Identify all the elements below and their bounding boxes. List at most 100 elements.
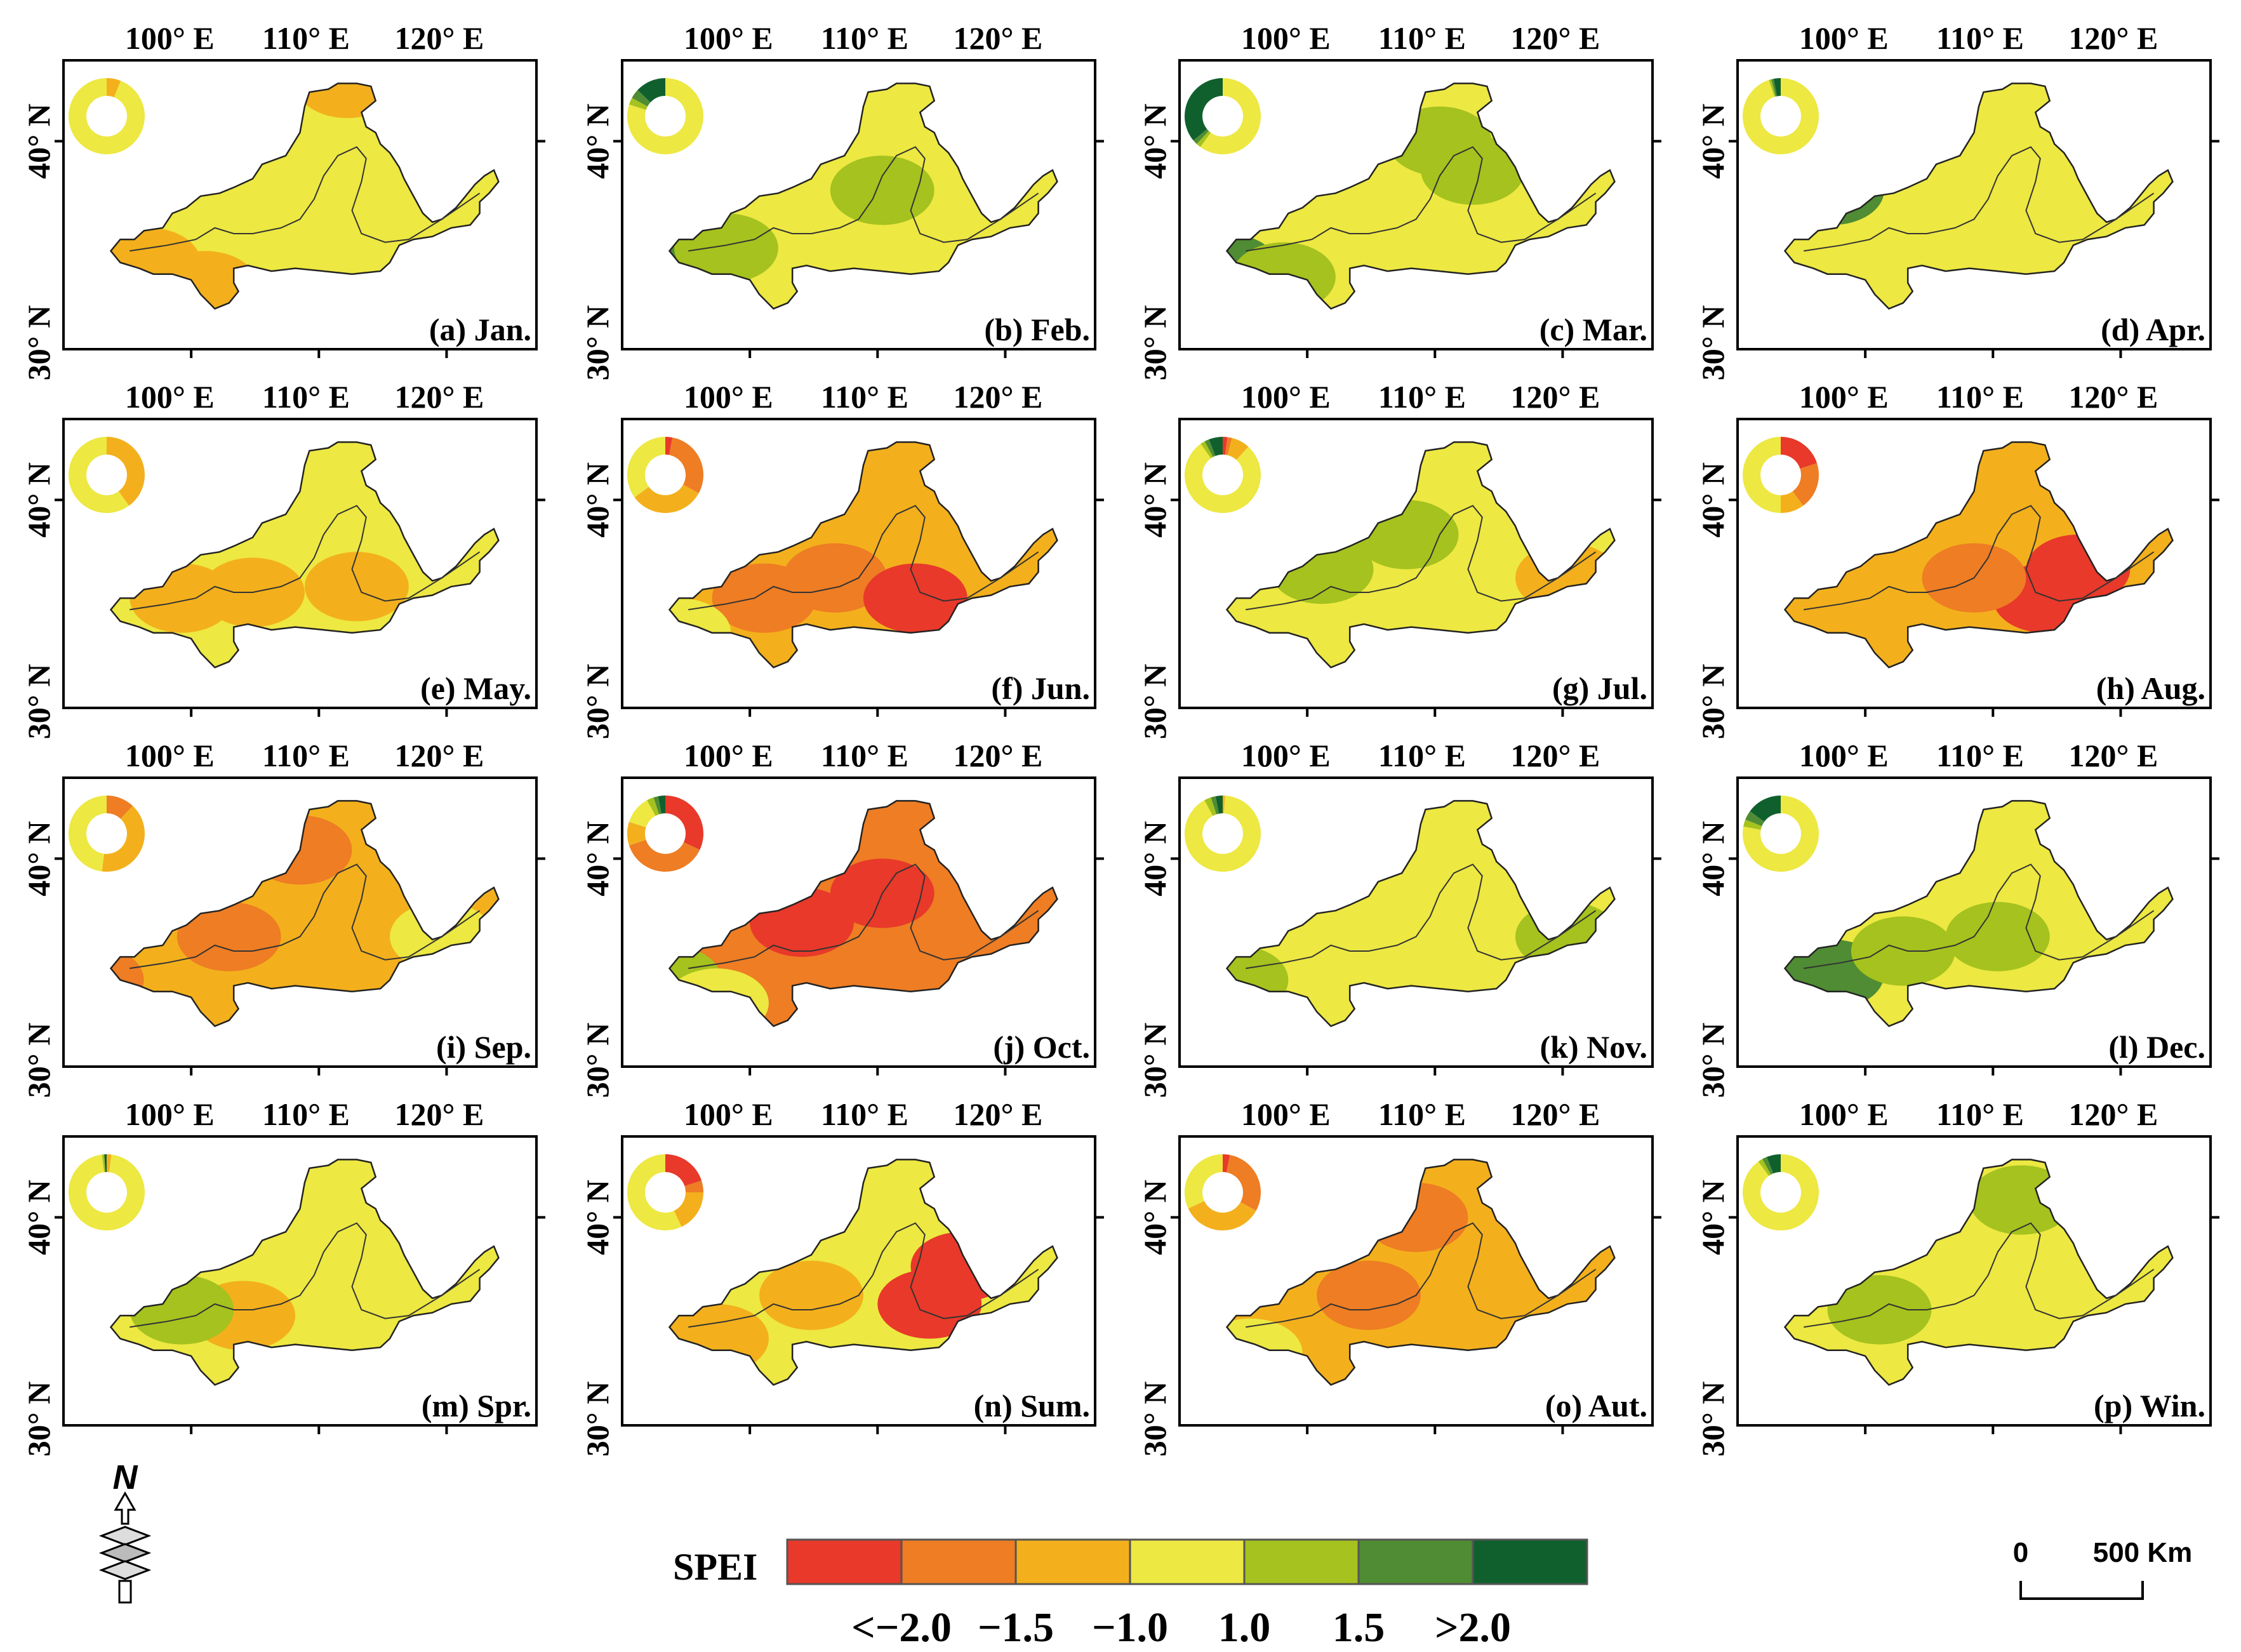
donut-slice-moderate: [1227, 437, 1249, 460]
lat-label: 40° N: [1137, 821, 1173, 896]
lon-label: 120° E: [2069, 1096, 2158, 1132]
donut-slice-normal: [627, 78, 704, 155]
yellow-river-line: [688, 146, 1039, 252]
donut-slice-extreme: [665, 1154, 702, 1187]
donut-slice-severe_wet: [1745, 811, 1765, 827]
donut-slice-extreme_wet: [1215, 796, 1223, 814]
basin-outline: [1783, 441, 2174, 669]
donut-slice-normal: [627, 1154, 682, 1230]
panel-label: (c) Mar.: [1539, 312, 1647, 347]
panel-label: (m) Spr.: [422, 1388, 531, 1423]
yellow-river-line: [1804, 146, 2155, 252]
map-panel: 100° E 110° E 120° E 40° N 30° N (c) Mar.: [1137, 20, 1661, 380]
lat-label: 30° N: [1695, 305, 1731, 381]
lat-label: 30° N: [580, 664, 615, 740]
basin-outline: [1225, 800, 1616, 1027]
basin-outline: [109, 1159, 500, 1386]
anomaly-patches: [130, 1275, 296, 1350]
donut-slice-moderate_wet: [1196, 131, 1211, 147]
lon-label: 100° E: [684, 20, 773, 56]
lat-label: 30° N: [580, 1023, 615, 1098]
legend-title: SPEI: [673, 1546, 757, 1588]
lon-label: 100° E: [1799, 379, 1889, 415]
lon-label: 110° E: [1378, 738, 1466, 773]
donut-slice-normal: [1742, 1154, 1819, 1231]
map-panel: 100° E 110° E 120° E 40° N 30° N (h) Aug.: [1695, 379, 2219, 739]
basin-outline: [668, 83, 1058, 310]
lon-label: 100° E: [1241, 738, 1331, 773]
donut-slice-normal: [1184, 1154, 1223, 1209]
lon-label: 120° E: [1511, 738, 1600, 773]
donut-slice-severe_wet: [653, 796, 662, 815]
donut-slice-severe: [107, 796, 133, 819]
basin-outline: [668, 441, 1058, 669]
donut-slice-severe_wet: [632, 90, 651, 107]
panel-label: (g) Jul.: [1552, 670, 1647, 706]
yellow-river-line: [688, 505, 1039, 611]
legend-tick-label: 1.0: [1218, 1604, 1271, 1651]
donut-slice-moderate: [107, 78, 121, 98]
basin-outline: [1783, 800, 2174, 1027]
donut-slice-moderate: [102, 806, 145, 872]
proportion-donut: [1742, 1154, 1819, 1231]
lon-label: 100° E: [1799, 1096, 1889, 1132]
proportion-donut: [69, 1154, 145, 1231]
yellow-river-line: [1804, 863, 2155, 969]
lat-label: 40° N: [580, 462, 615, 538]
lon-label: 110° E: [821, 379, 908, 415]
lat-label: 30° N: [1137, 1382, 1173, 1457]
scale-zero: 0: [2013, 1537, 2028, 1568]
lon-label: 120° E: [395, 379, 484, 415]
north-arrow-icon: N: [98, 1458, 152, 1604]
basin-fill: [1227, 1159, 1615, 1385]
lon-label: 110° E: [1936, 1096, 2024, 1132]
donut-slice-normal: [69, 796, 107, 872]
legend-tick-label: <−2.0: [851, 1604, 952, 1651]
lon-label: 110° E: [1936, 379, 2024, 415]
donut-slice-severe_wet: [1211, 796, 1220, 815]
donut-slice-severe_wet: [1204, 439, 1216, 457]
yellow-river-line: [130, 505, 481, 611]
anomaly-patches: [669, 1232, 1015, 1374]
panel-label: (i) Sep.: [436, 1029, 531, 1065]
lon-label: 120° E: [2069, 379, 2158, 415]
yellow-river-line: [1804, 1222, 2155, 1328]
lon-label: 120° E: [2069, 738, 2158, 773]
donut-slice-extreme: [1223, 1154, 1230, 1173]
lon-label: 120° E: [395, 738, 484, 773]
proportion-donut: [627, 437, 703, 513]
yellow-river-line: [1246, 146, 1597, 252]
donut-slice-moderate_wet: [1204, 797, 1217, 816]
lon-label: 120° E: [1511, 1096, 1600, 1132]
panel-label: (l) Dec.: [2108, 1029, 2205, 1065]
lon-label: 100° E: [1799, 738, 1889, 773]
donut-slice-moderate: [107, 437, 145, 506]
lon-label: 110° E: [821, 20, 908, 56]
legend-swatch-extreme_wet: [1472, 1538, 1588, 1585]
lon-label: 110° E: [1378, 20, 1466, 56]
yellow-river-line: [688, 1222, 1039, 1328]
yellow-river-line: [1804, 505, 2155, 611]
map-panel: 100° E 110° E 120° E 40° N 30° N (i) Sep.: [21, 738, 545, 1098]
donut-slice-moderate_wet: [1769, 79, 1776, 97]
map-panel: 100° E 110° E 120° E 40° N 30° N (p) Win.: [1695, 1096, 2219, 1456]
panel-label: (d) Apr.: [2101, 312, 2205, 347]
yellow-river-line: [130, 146, 481, 252]
donut-slice-moderate_wet: [1200, 441, 1213, 458]
donut-slice-extreme_wet: [104, 1154, 107, 1173]
donut-slice-moderate_wet: [1743, 819, 1762, 830]
proportion-donut: [1743, 78, 1819, 154]
map-panel: 100° E 110° E 120° E 40° N 30° N (j) Oct.: [580, 738, 1104, 1098]
lon-label: 100° E: [1241, 1096, 1331, 1132]
lon-label: 110° E: [1378, 379, 1466, 415]
donut-slice-extreme_wet: [1209, 437, 1223, 456]
lat-label: 40° N: [21, 1180, 57, 1255]
donut-slice-severe_wet: [1762, 1157, 1774, 1175]
proportion-donut: [69, 796, 145, 872]
lon-label: 100° E: [125, 20, 215, 56]
yellow-river-line: [1246, 863, 1597, 969]
lat-label: 40° N: [1695, 462, 1731, 538]
proportion-donut: [627, 1154, 704, 1230]
map-panel: 100° E 110° E 120° E 40° N 30° N (d) Apr.: [1695, 20, 2219, 380]
